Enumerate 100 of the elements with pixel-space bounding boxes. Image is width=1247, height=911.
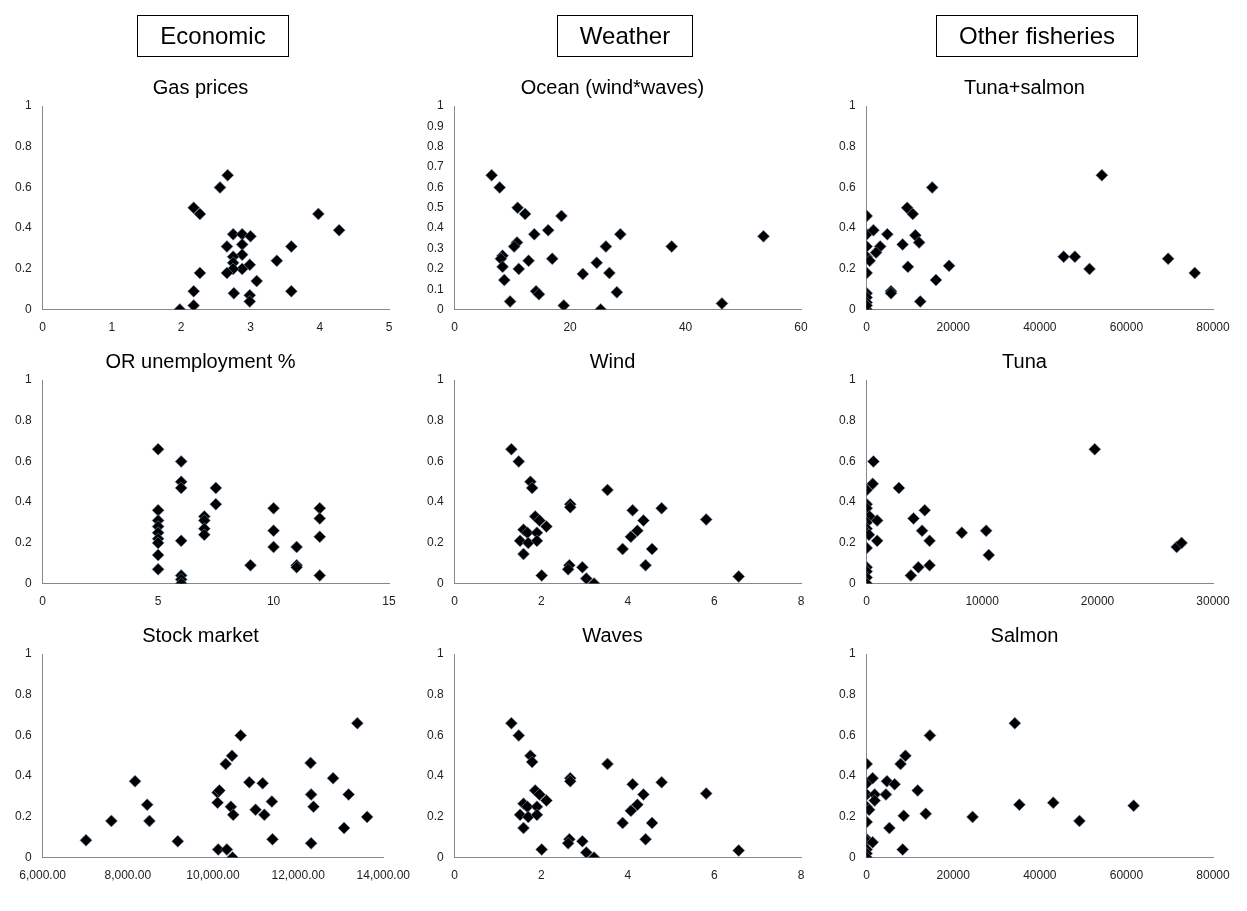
x-tick-label: 0 bbox=[39, 594, 47, 609]
y-tick-label: 0.6 bbox=[838, 179, 856, 194]
x-tick-label: 20000 bbox=[936, 868, 971, 883]
y-tick-label: 0.1 bbox=[426, 281, 444, 296]
x-tick-label: 2 bbox=[177, 320, 185, 335]
y-tick-label: 0.8 bbox=[14, 413, 32, 428]
y-tick-label: 0 bbox=[436, 301, 444, 316]
y-tick-label: 0.8 bbox=[426, 687, 444, 702]
y-tick-label: 1 bbox=[848, 98, 856, 113]
y-tick-label: 0.2 bbox=[838, 535, 856, 550]
y-tick-label: 0.8 bbox=[14, 139, 32, 154]
y-tick-label: 0.2 bbox=[14, 261, 32, 276]
x-tick-label: 4 bbox=[624, 868, 632, 883]
x-tick-label: 10,000.00 bbox=[186, 868, 241, 883]
x-tick-label: 15 bbox=[382, 594, 396, 609]
chart-title: Tuna+salmon bbox=[964, 75, 1085, 98]
x-tick-label: 0 bbox=[451, 594, 459, 609]
x-tick-label: 0 bbox=[451, 868, 459, 883]
y-tick-label: 0.9 bbox=[426, 118, 444, 133]
y-tick-label: 0.2 bbox=[838, 261, 856, 276]
y-tick-label: 1 bbox=[24, 98, 32, 113]
y-tick-label: 0.4 bbox=[426, 494, 444, 509]
chart-title: Waves bbox=[582, 623, 643, 646]
y-tick-label: 0.8 bbox=[426, 139, 444, 154]
x-tick-label: 40000 bbox=[1023, 320, 1057, 335]
x-tick-label: 20 bbox=[563, 320, 578, 335]
x-tick-label: 0 bbox=[451, 320, 459, 335]
y-tick-label: 0.4 bbox=[838, 768, 856, 783]
y-tick-label: 0 bbox=[848, 849, 856, 864]
x-tick-label: 8,000.00 bbox=[104, 868, 152, 883]
y-tick-label: 1 bbox=[848, 372, 856, 387]
y-tick-label: 0.8 bbox=[838, 139, 856, 154]
y-tick-label: 0.6 bbox=[838, 727, 856, 742]
x-tick-label: 4 bbox=[316, 320, 324, 335]
x-tick-label: 2 bbox=[537, 594, 545, 609]
y-tick-label: 0 bbox=[24, 301, 32, 316]
y-tick-label: 0.4 bbox=[14, 768, 32, 783]
x-tick-label: 12,000.00 bbox=[271, 868, 326, 883]
y-tick-label: 0.6 bbox=[14, 453, 32, 468]
x-tick-label: 14,000.00 bbox=[356, 868, 411, 883]
chart-title: Gas prices bbox=[152, 75, 249, 98]
x-tick-label: 8 bbox=[797, 594, 805, 609]
x-tick-label: 5 bbox=[154, 594, 162, 609]
chart-title: Tuna bbox=[1002, 349, 1048, 372]
y-tick-label: 0.2 bbox=[838, 809, 856, 824]
y-tick-label: 0.2 bbox=[426, 261, 444, 276]
y-tick-label: 0.2 bbox=[426, 535, 444, 550]
x-tick-label: 5 bbox=[385, 320, 393, 335]
y-tick-label: 0.8 bbox=[426, 413, 444, 428]
x-tick-label: 10000 bbox=[965, 594, 1000, 609]
x-tick-label: 60000 bbox=[1109, 868, 1144, 883]
y-tick-label: 0.6 bbox=[426, 453, 444, 468]
text: Weather bbox=[556, 15, 694, 57]
y-tick-label: 1 bbox=[436, 372, 444, 387]
x-tick-label: 6,000.00 bbox=[19, 868, 67, 883]
x-tick-label: 1 bbox=[108, 320, 116, 335]
y-tick-label: 0 bbox=[24, 575, 32, 590]
x-tick-label: 6 bbox=[711, 594, 719, 609]
x-tick-label: 0 bbox=[863, 868, 871, 883]
x-tick-label: 20000 bbox=[1080, 594, 1115, 609]
y-tick-label: 0.6 bbox=[426, 727, 444, 742]
x-tick-label: 60 bbox=[794, 320, 808, 335]
y-tick-label: 1 bbox=[436, 98, 444, 113]
x-tick-label: 40000 bbox=[1023, 868, 1057, 883]
chart-title: Wind bbox=[589, 349, 636, 372]
chart-title: Salmon bbox=[990, 623, 1059, 646]
x-tick-label: 10 bbox=[266, 594, 281, 609]
x-tick-label: 20000 bbox=[936, 320, 971, 335]
x-tick-label: 3 bbox=[247, 320, 255, 335]
y-tick-label: 1 bbox=[436, 646, 444, 661]
y-tick-label: 0 bbox=[436, 849, 444, 864]
x-tick-label: 60000 bbox=[1109, 320, 1144, 335]
y-tick-label: 0.4 bbox=[14, 494, 32, 509]
x-tick-label: 6 bbox=[711, 868, 719, 883]
y-tick-label: 0 bbox=[848, 575, 856, 590]
chart-title: OR unemployment % bbox=[105, 349, 296, 372]
chart-title: Ocean (wind*waves) bbox=[520, 75, 705, 98]
y-tick-label: 0.6 bbox=[14, 179, 32, 194]
y-tick-label: 0.4 bbox=[14, 220, 32, 235]
x-tick-label: 8 bbox=[797, 868, 805, 883]
x-tick-label: 2 bbox=[537, 868, 545, 883]
y-tick-label: 0.8 bbox=[838, 413, 856, 428]
text: Other fisheries bbox=[935, 15, 1139, 57]
x-tick-label: 80000 bbox=[1196, 868, 1231, 883]
y-tick-label: 0.6 bbox=[426, 179, 444, 194]
y-tick-label: 0.5 bbox=[426, 200, 444, 215]
y-tick-label: 1 bbox=[24, 646, 32, 661]
x-tick-label: 0 bbox=[863, 320, 871, 335]
chart-title: Stock market bbox=[142, 623, 260, 646]
y-tick-label: 0 bbox=[848, 301, 856, 316]
y-tick-label: 0.6 bbox=[838, 453, 856, 468]
y-tick-label: 0.2 bbox=[14, 809, 32, 824]
y-tick-label: 0 bbox=[24, 849, 32, 864]
x-tick-label: 30000 bbox=[1196, 594, 1231, 609]
x-tick-label: 40 bbox=[678, 320, 693, 335]
y-tick-label: 0.4 bbox=[426, 768, 444, 783]
text: Economic bbox=[137, 15, 289, 57]
y-tick-label: 0.8 bbox=[838, 687, 856, 702]
x-tick-label: 0 bbox=[863, 594, 871, 609]
y-tick-label: 0.4 bbox=[426, 220, 444, 235]
